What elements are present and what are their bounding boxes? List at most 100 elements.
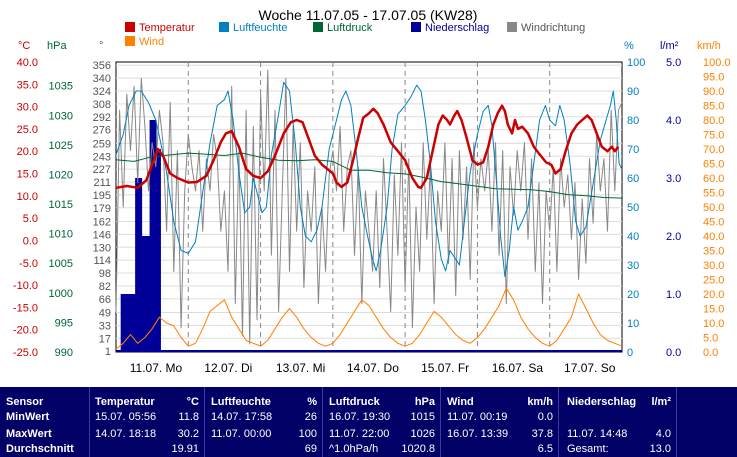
wind-speed-tick-15: 25.0: [703, 275, 724, 287]
plot-frame: [115, 61, 623, 353]
temperatur-max-time: 14.07. 18:18: [95, 428, 157, 440]
wind-speed-tick-13: 35.0: [703, 246, 724, 258]
luftfeuchte-avg-value: 69: [304, 443, 317, 455]
temperature-tick-11: -15.0: [13, 302, 38, 314]
wind-unit: km/h: [527, 396, 553, 408]
axis-unit-labels: °C hPa °% l/m² km/h: [18, 40, 721, 52]
unit-pressure: hPa: [47, 40, 67, 52]
wind-speed-tick-12: 40.0: [703, 231, 724, 243]
precipitation-bar-9: [153, 149, 161, 352]
legend: Temperatur Wind Luftfeuchte Luftdruck Nieder…: [125, 22, 585, 48]
wind-speed-tick-14: 30.0: [703, 260, 724, 272]
temperatur-min-value: 11.8: [178, 411, 199, 423]
wind-speed-tick-1: 95.0: [703, 72, 724, 84]
wind-speed-tick-18: 10.0: [703, 318, 724, 330]
legend-label-5: Windrichtung: [521, 22, 585, 34]
precipitation-tick-4: 1.0: [666, 289, 681, 301]
wind-direction-tick-15: 114: [93, 255, 111, 267]
wind-min-time: 11.07. 00:19: [447, 411, 508, 423]
wind-direction-tick-4: 292: [93, 112, 111, 124]
x-axis-labels: 11.07. Mo 12.07. Di 13.07. Mi 14.07. Do 15.0…: [130, 361, 616, 375]
col-luftfeuchte: Luftfeuchte % 14.07. 17:58 26 11.07. 00:…: [204, 387, 323, 457]
precipitation-bar-1: [120, 294, 128, 352]
wind-speed-tick-11: 45.0: [703, 217, 724, 229]
luftfeuchte-unit: %: [307, 396, 317, 408]
legend-label-4: Niederschlag: [425, 22, 489, 34]
unit-wind-direction: °: [99, 40, 103, 52]
precipitation-bar-7: [144, 236, 152, 352]
humidity-tick-10: 0: [627, 347, 633, 359]
pressure-tick-8: 995: [55, 317, 73, 329]
luftdruck-min-time: 16.07. 19:30: [329, 411, 391, 423]
wind-speed-tick-10: 50.0: [703, 202, 724, 214]
wind-speed-tick-19: 5.0: [703, 333, 718, 345]
row-label-min: MinWert: [6, 411, 50, 423]
wind-speed-tick-17: 15.0: [703, 304, 724, 316]
humidity-line: [115, 81, 623, 278]
humidity-tick-6: 40: [627, 231, 639, 243]
wind-direction-tick-10: 195: [93, 190, 111, 202]
luftdruck-trend: ^1.0hPa/h: [329, 443, 379, 455]
x-label-6: 17.07. So: [564, 361, 616, 375]
wind-direction-tick-14: 130: [93, 242, 111, 254]
pressure-tick-5: 1010: [49, 229, 73, 241]
col-sensor: Sensor MinWert MaxWert Durchschnitt: [0, 387, 89, 457]
luftfeuchte-min-value: 26: [304, 411, 317, 423]
wind-direction-tick-9: 211: [93, 177, 111, 189]
unit-precipitation: l/m²: [660, 40, 679, 52]
wind-direction-tick-2: 324: [93, 86, 111, 98]
wind-direction-tick-7: 243: [93, 151, 111, 163]
temperature-tick-1: 35.0: [17, 79, 38, 91]
col-niederschlag: Niederschlag l/m² 11.07. 14:48 4.0 Gesam…: [558, 387, 677, 457]
humidity-tick-2: 80: [627, 115, 639, 127]
legend-label-1: Wind: [139, 36, 164, 48]
wind-speed-tick-3: 85.0: [703, 101, 724, 113]
temperatur-header: Temperatur: [95, 396, 155, 408]
legend-label-3: Luftdruck: [327, 22, 373, 34]
wind-direction-tick-1: 340: [93, 73, 111, 85]
temperature-tick-10: -10.0: [13, 280, 38, 292]
precipitation-bars: [116, 120, 622, 352]
humidity-tick-4: 60: [627, 173, 639, 185]
pressure-tick-9: 990: [55, 347, 73, 359]
x-label-5: 16.07. Sa: [492, 361, 544, 375]
humidity-tick-7: 30: [627, 260, 639, 272]
unit-humidity: %: [624, 40, 634, 52]
wind-direction-tick-18: 66: [99, 294, 111, 306]
wind-direction-tick-16: 98: [99, 268, 111, 280]
wind-max-value: 37.8: [531, 428, 553, 440]
row-label-max: MaxWert: [6, 428, 52, 440]
wind-speed-tick-6: 70.0: [703, 144, 724, 156]
niederschlag-header: Niederschlag: [567, 396, 637, 408]
pressure-tick-4: 1015: [49, 199, 73, 211]
unit-wind-speed: km/h: [697, 40, 721, 52]
wind-speed-tick-7: 65.0: [703, 159, 724, 171]
niederschlag-max-time: 11.07. 14:48: [567, 428, 628, 440]
chart-title: Woche 11.07.05 - 17.07.05 (KW28): [259, 7, 478, 23]
x-label-3: 14.07. Do: [347, 361, 399, 375]
temperature-tick-7: 5.0: [23, 213, 38, 225]
wind-speed-tick-2: 90.0: [703, 86, 724, 98]
wind-direction-tick-12: 162: [93, 217, 111, 229]
row-label-avg: Durchschnitt: [6, 443, 74, 455]
legend-label-2: Luftfeuchte: [233, 22, 287, 34]
wind-direction-tick-13: 146: [93, 229, 111, 241]
wind-direction-tick-19: 49: [99, 308, 111, 320]
temperature-tick-3: 25.0: [17, 124, 38, 136]
precipitation-bar-3: [130, 294, 138, 352]
wind-speed-tick-0: 100.0: [703, 57, 731, 69]
niederschlag-total-label: Gesamt:: [567, 443, 609, 455]
wind-direction-tick-22: 1: [105, 346, 111, 358]
humidity-tick-3: 70: [627, 144, 639, 156]
precipitation-tick-5: 0.0: [666, 347, 681, 359]
temperature-tick-6: 10.0: [17, 191, 38, 203]
temperatur-unit: °C: [186, 396, 199, 408]
luftdruck-max-value: 1026: [410, 428, 435, 440]
temperature-tick-5: 15.0: [17, 169, 38, 181]
wind-direction-line: [115, 69, 623, 345]
pressure-tick-6: 1005: [49, 258, 73, 270]
legend-label-0: Temperatur: [139, 22, 195, 34]
pressure-tick-1: 1030: [49, 110, 73, 122]
col-temperatur: Temperatur °C 15.07. 05:56 11.8 14.07. 1…: [89, 387, 205, 457]
luftfeuchte-header: Luftfeuchte: [211, 396, 271, 408]
